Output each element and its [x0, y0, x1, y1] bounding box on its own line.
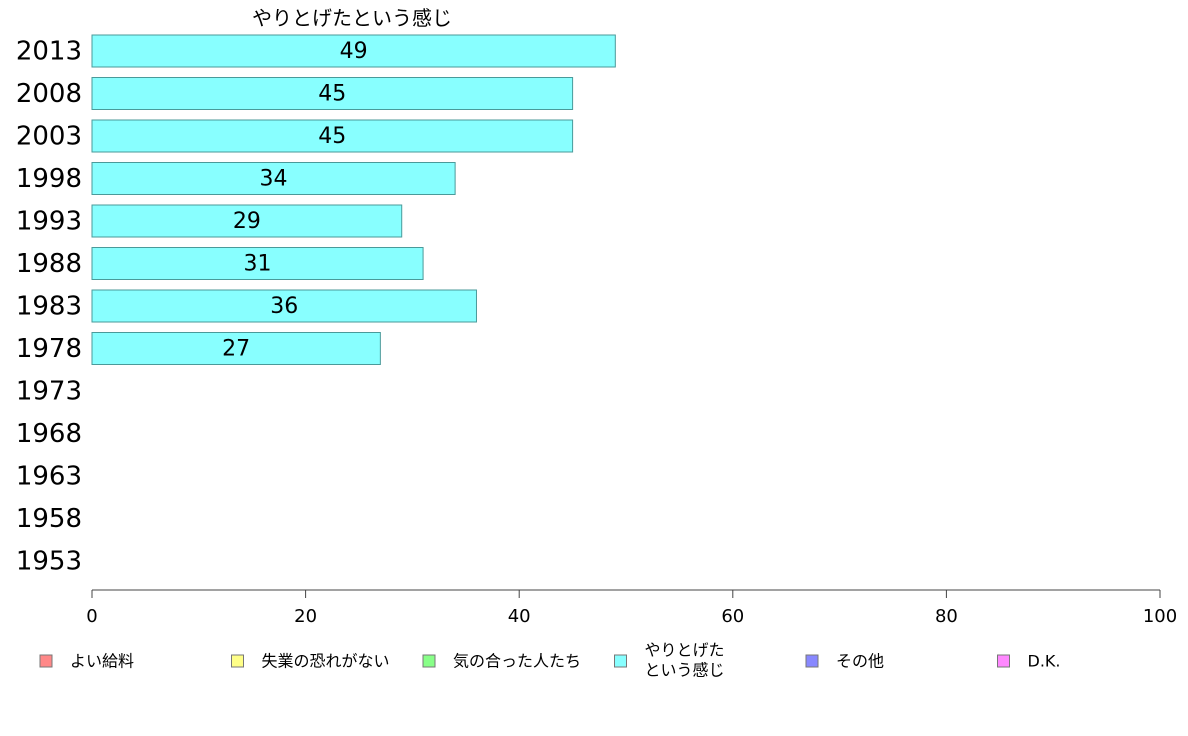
legend-label: 失業の恐れがない [262, 652, 390, 671]
bar-value-label: 27 [222, 337, 250, 362]
bar [91, 204, 403, 238]
x-tick-label: 40 [508, 606, 531, 627]
category-label: 1993 [16, 207, 82, 237]
bar [91, 119, 574, 153]
category-label: 1988 [16, 249, 82, 279]
category-label: 1998 [16, 164, 82, 194]
category-label: 1953 [16, 547, 82, 577]
legend-swatch [997, 654, 1010, 668]
bar-value-label: 49 [340, 39, 368, 64]
legend-label: という感じ [645, 661, 725, 680]
category-label: 1983 [16, 292, 82, 322]
legend-swatch [614, 654, 627, 668]
legend-label: やりとげた [645, 641, 725, 660]
bar [91, 289, 477, 323]
legend-swatch [422, 654, 436, 668]
legend: よい給料 失業の恐れがない 気の合った人たち やりとげたという感じ その他 D.K. [39, 641, 1061, 680]
legend-label: その他 [836, 652, 884, 671]
x-tick-label: 100 [1143, 606, 1177, 627]
category-label: 2013 [16, 37, 82, 67]
legend-label: D.K. [1028, 652, 1061, 671]
bar [91, 247, 424, 280]
bar-value-label: 36 [270, 294, 298, 319]
bar-value-label: 34 [260, 167, 288, 192]
category-label: 2008 [16, 79, 82, 109]
bar-value-label: 45 [318, 82, 346, 107]
bar [91, 34, 616, 68]
bar [91, 77, 574, 110]
category-label: 1963 [16, 462, 82, 492]
legend-swatch [805, 654, 819, 668]
legend-swatch [231, 654, 244, 668]
bar-value-label: 45 [318, 124, 346, 149]
legend-label: 気の合った人たち [453, 652, 581, 671]
bar-value-label: 31 [244, 252, 272, 277]
x-tick-label: 20 [294, 606, 317, 627]
x-axis: 0 20 40 60 80 100 [86, 589, 1177, 627]
category-label: 2003 [16, 122, 82, 152]
bar [91, 332, 381, 365]
bar [91, 162, 456, 195]
category-label: 1968 [16, 419, 82, 449]
category-label: 1978 [16, 334, 82, 364]
x-tick-label: 0 [86, 606, 97, 627]
legend-label: よい給料 [70, 652, 134, 671]
category-label: 1958 [16, 504, 82, 534]
x-tick-label: 80 [935, 606, 958, 627]
category-label: 1973 [16, 377, 82, 407]
bar-value-label: 29 [233, 209, 261, 234]
legend-swatch [39, 654, 53, 668]
x-tick-label: 60 [721, 606, 744, 627]
bars: 2013 49 2008 45 2003 45 1998 34 1993 29 1988 31 1983… [16, 34, 616, 577]
chart-title: やりとげたという感じ [252, 6, 452, 30]
